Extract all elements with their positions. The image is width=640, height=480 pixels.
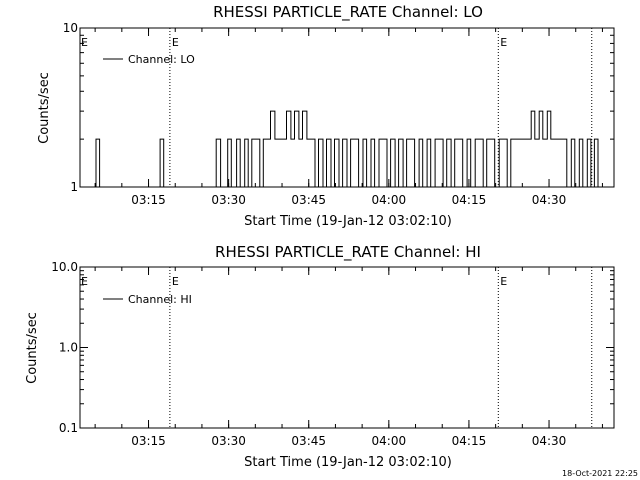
- event-marker-label: E: [172, 36, 179, 49]
- y-tick-label: 1: [70, 180, 78, 194]
- x-tick-label: 03:45: [291, 193, 326, 207]
- legend-label: Channel: HI: [128, 293, 192, 306]
- timestamp-footer: 18-Oct-2021 22:25: [562, 469, 638, 478]
- legend: Channel: LO: [103, 53, 195, 66]
- y-tick-label: 10: [63, 21, 78, 35]
- chart-title: RHESSI PARTICLE_RATE Channel: LO: [213, 3, 483, 22]
- x-tick-label: 03:45: [291, 434, 326, 448]
- x-tick-label: 03:30: [211, 193, 246, 207]
- event-marker-label: E: [172, 275, 179, 288]
- chart-title: RHESSI PARTICLE_RATE Channel: HI: [215, 243, 481, 262]
- panel-hi: RHESSI PARTICLE_RATE Channel: HI 03:15 03…: [25, 243, 615, 470]
- event-marker-label: E: [500, 275, 507, 288]
- plot-frame: [79, 266, 615, 429]
- x-tick-label: 04:00: [372, 193, 407, 207]
- y-tick-label: 10.0: [51, 260, 78, 274]
- x-tick-label: 04:15: [452, 434, 487, 448]
- y-tick-label: 1.0: [59, 341, 78, 355]
- x-tick-label: 04:00: [372, 434, 407, 448]
- x-axis-label: Start Time (19-Jan-12 03:02:10): [244, 455, 452, 470]
- legend: Channel: HI: [103, 293, 192, 306]
- event-marker-label: E: [81, 275, 88, 288]
- x-tick-label: 04:30: [532, 434, 567, 448]
- x-tick-label: 04:15: [452, 193, 487, 207]
- x-tick-label: 04:30: [532, 193, 567, 207]
- event-marker-label: E: [500, 36, 507, 49]
- x-tick-label: 03:15: [131, 434, 166, 448]
- x-tick-label: 03:30: [211, 434, 246, 448]
- panel-lo: RHESSI PARTICLE_RATE Channel: LO 03:15 03…: [37, 3, 615, 229]
- series-line: [80, 110, 599, 188]
- y-axis-label: Counts/sec: [25, 312, 40, 384]
- plot-area-hi: 03:15 03:30 03:45 04:00 04:15 04:30 0.1 1.0 10.0…: [51, 260, 615, 448]
- y-axis-label: Counts/sec: [37, 72, 52, 144]
- event-marker-label: E: [81, 36, 88, 49]
- x-tick-label: 03:15: [131, 193, 166, 207]
- y-tick-label: 0.1: [59, 421, 78, 435]
- legend-label: Channel: LO: [128, 53, 195, 66]
- x-axis-label: Start Time (19-Jan-12 03:02:10): [244, 214, 452, 229]
